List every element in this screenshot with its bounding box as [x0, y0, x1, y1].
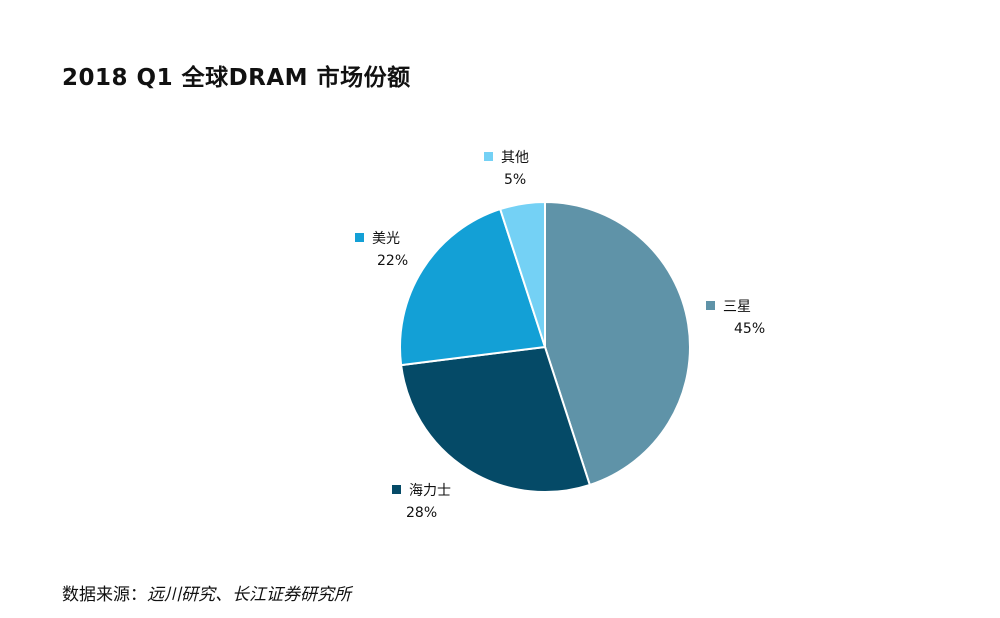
legend-item-hynix: 海力士 28% — [392, 480, 451, 524]
pie-slice-hynix — [400, 346, 591, 493]
pie-slice-samsung — [544, 201, 691, 486]
pie-slice-other — [499, 201, 546, 348]
legend-item-samsung: 三星 45% — [706, 296, 765, 340]
source-value: 远川研究、长江证券研究所 — [147, 585, 351, 605]
legend-pct-samsung: 45% — [734, 321, 766, 337]
legend-swatch-other — [484, 152, 493, 161]
legend-swatch-samsung — [706, 301, 715, 310]
legend-swatch-micron — [355, 233, 364, 242]
legend-pct-micron: 22% — [377, 253, 409, 269]
pie-slice-micron — [399, 208, 546, 367]
legend-item-micron: 美光 22% — [355, 228, 408, 272]
legend-label-samsung: 三星 — [723, 299, 751, 315]
legend-label-hynix: 海力士 — [409, 483, 451, 499]
source-note: 数据来源：远川研究、长江证券研究所 — [62, 580, 351, 605]
legend-label-micron: 美光 — [372, 231, 400, 247]
legend-pct-hynix: 28% — [406, 505, 438, 521]
legend-swatch-hynix — [392, 485, 401, 494]
source-label: 数据来源： — [62, 585, 147, 605]
legend-pct-other: 5% — [504, 172, 527, 188]
chart-title: 2018 Q1 全球DRAM 市场份额 — [62, 65, 411, 91]
legend-item-other: 其他 5% — [484, 147, 529, 191]
legend-label-other: 其他 — [501, 150, 529, 166]
